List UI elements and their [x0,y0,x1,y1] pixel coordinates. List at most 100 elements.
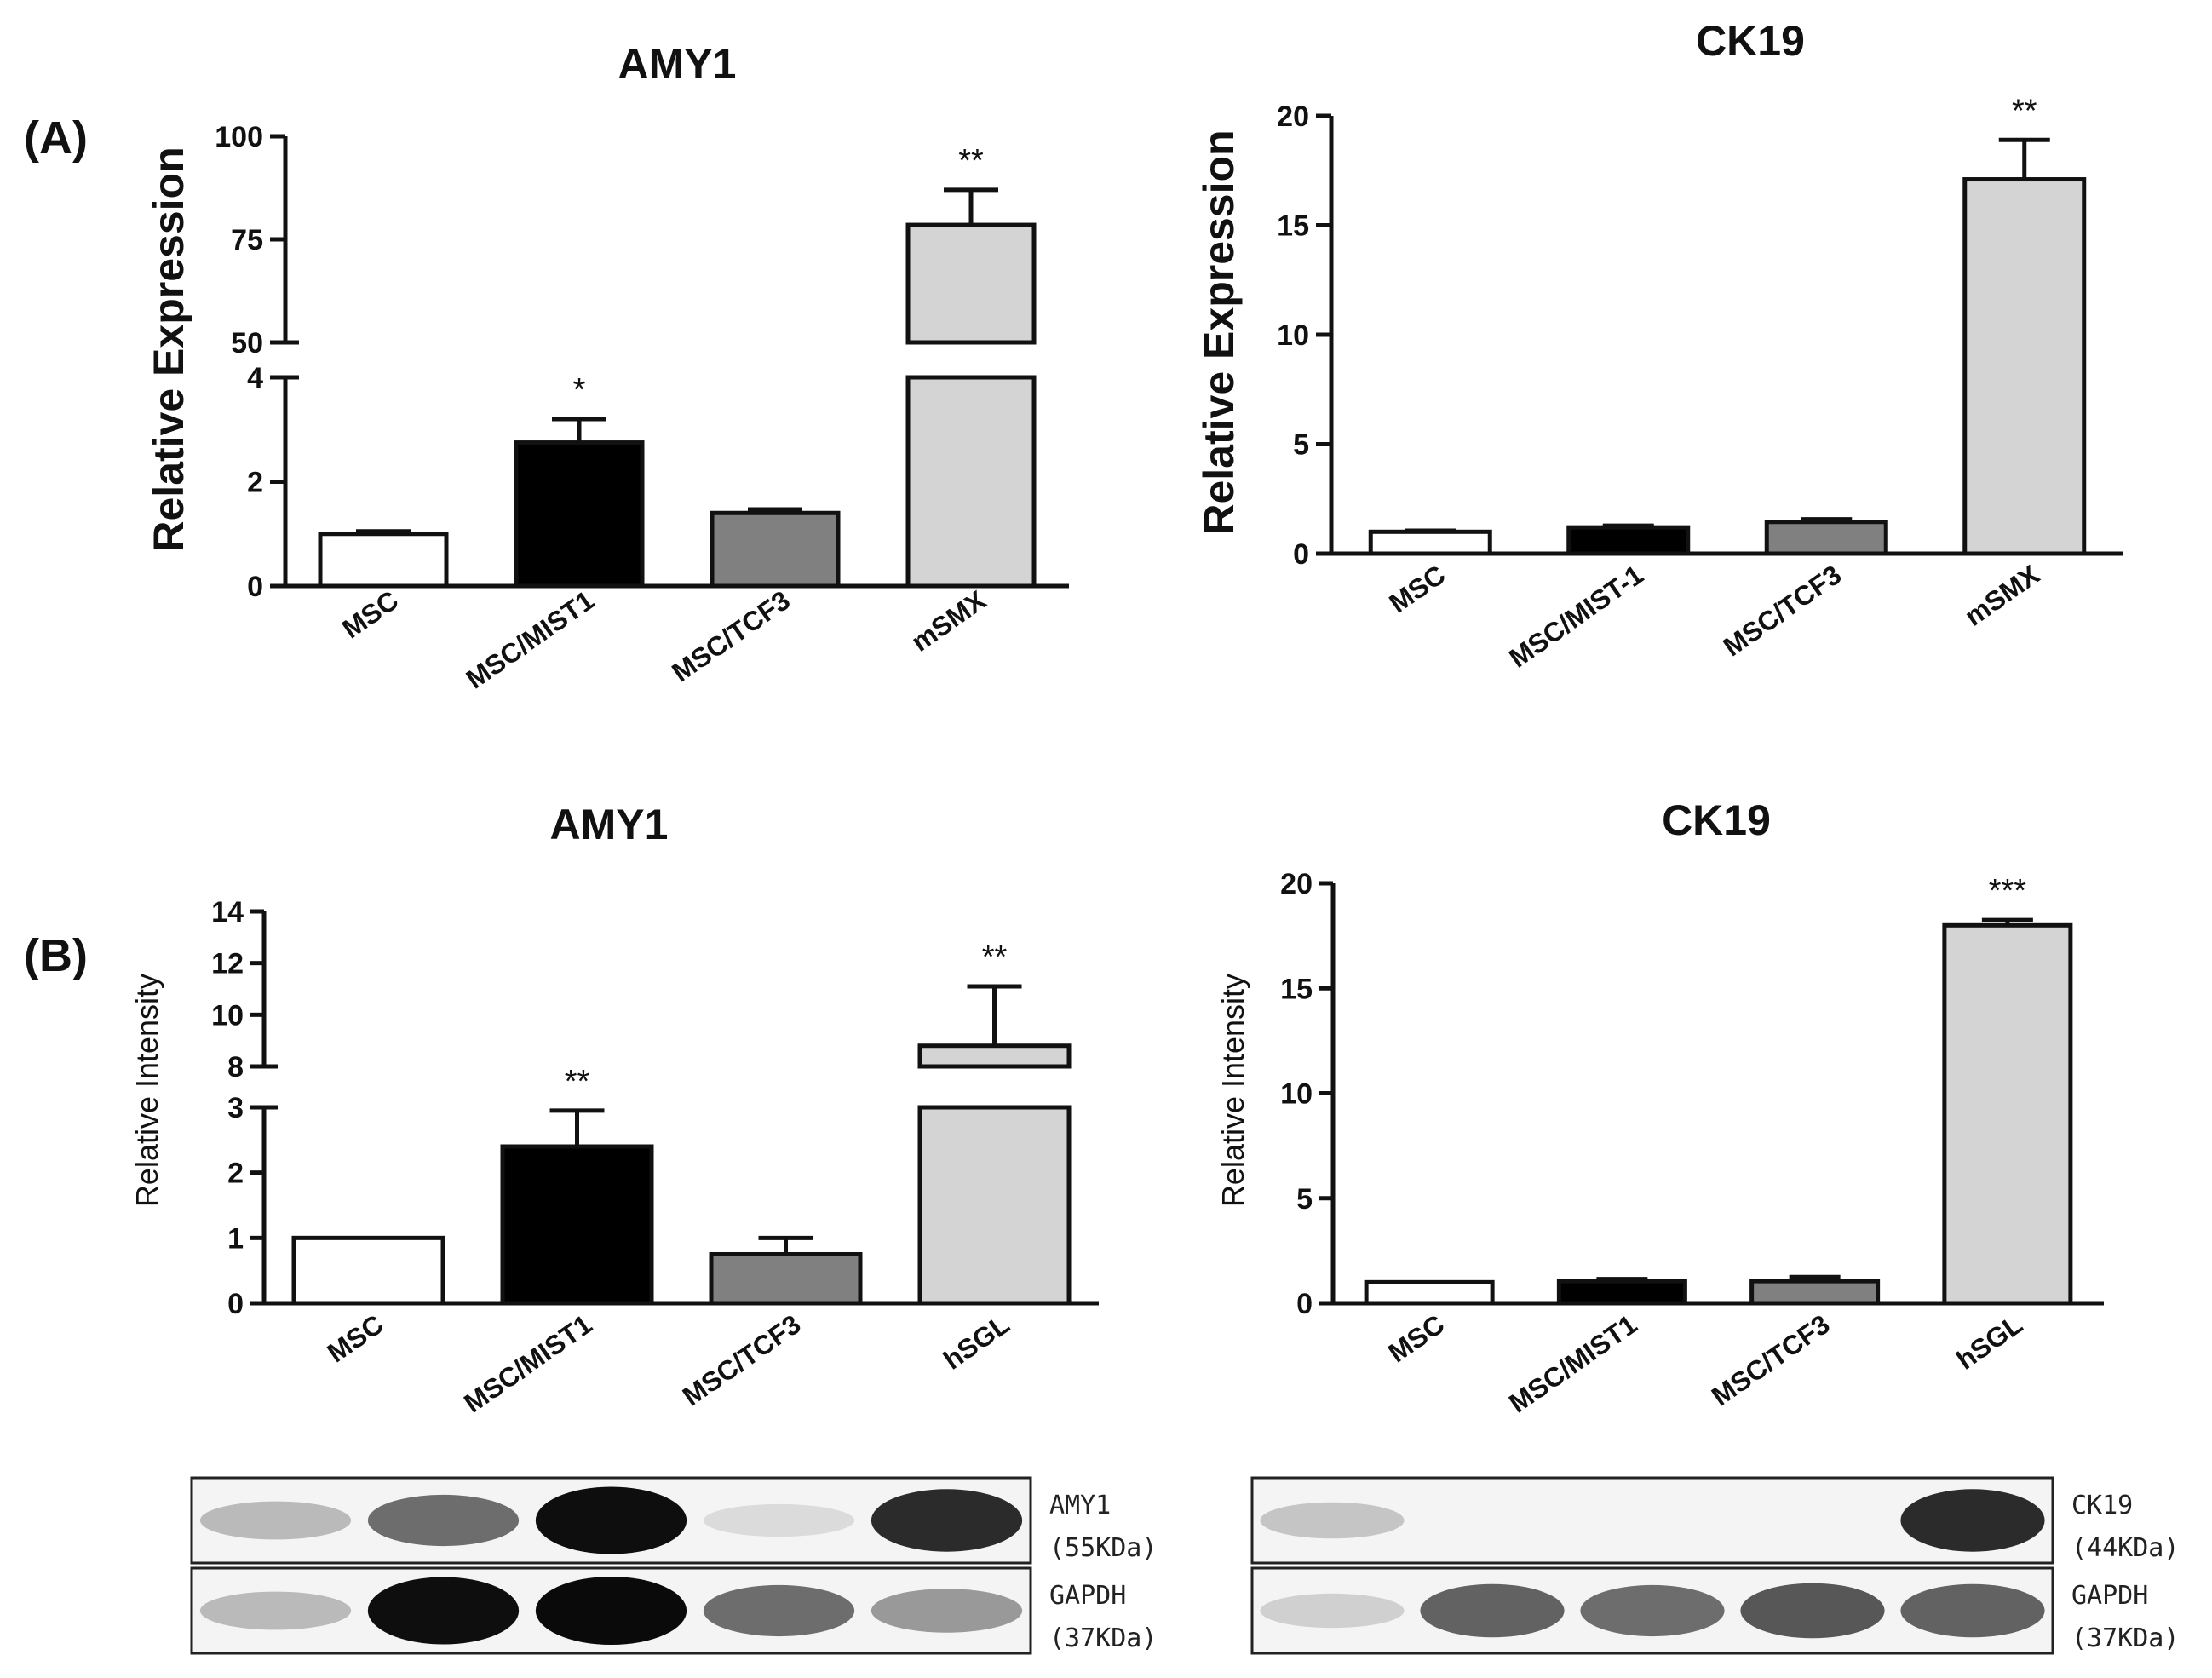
significance-label: *** [1989,873,2027,909]
blot-band [870,1589,1023,1633]
chart-title: AMY1 [618,40,737,88]
y-tick-label: 20 [1280,868,1313,900]
bar [1566,525,1691,556]
category-label: MSC/TCF3 [666,584,796,687]
bar [514,440,645,589]
category-label: MSC/TCF3 [1718,559,1847,662]
y-tick-label: 0 [247,571,263,603]
category-label: MSC [1382,1308,1450,1368]
category-label: MSC/TCF3 [677,1308,807,1411]
bar [709,1252,863,1306]
chart-a-amy1: AMY1 Relative Expression 0 2 450 75 100 MSC * MSC… [145,40,1069,695]
bar [318,532,449,589]
y-tick-label: 14 [211,896,244,928]
y-tick-label: 4 [247,362,263,394]
chart-title: CK19 [1696,17,1805,65]
bar-lower-segment [917,1105,1072,1306]
category-label: MSC/MIST1 [1503,1308,1642,1418]
category-label: mSMX [1959,559,2045,632]
blot-size-label: (55KDa) [1049,1533,1157,1563]
category-label: MSC/MIST-1 [1503,559,1649,674]
blot-band [199,1591,352,1630]
significance-label: ** [2012,93,2037,129]
blot-band [1420,1583,1565,1638]
y-tick-label: 15 [1277,210,1309,243]
bar [917,1043,1072,1069]
category-label: mSMX [905,584,991,658]
y-tick-label: 2 [247,467,263,499]
y-axis-label: Relative Intensity [1215,974,1250,1207]
y-axis-label: Relative Expression [145,147,192,551]
blot-band [1740,1583,1885,1639]
y-tick-label: 5 [1293,429,1309,462]
bar [1749,1279,1881,1306]
y-tick-label: 10 [1280,1078,1313,1111]
y-tick-label: 5 [1296,1183,1313,1215]
blot-protein-label: AMY1 [1049,1491,1111,1520]
blot-band [703,1503,855,1537]
category-label: MSC [322,1308,389,1368]
blot-band [870,1489,1023,1552]
western-blot-amy1: AMY1 (55KDa) GAPDH (37KDa) [190,1476,1157,1655]
y-axis-label: Relative Intensity [129,974,164,1207]
category-label: MSC/MIST1 [461,584,600,694]
y-tick-label: 0 [227,1288,244,1320]
chart-title: CK19 [1662,796,1771,844]
bar [291,1235,445,1306]
blot-protein-label: CK19 [2071,1491,2133,1520]
panel-label-a: (A) [24,112,88,164]
bar [1364,1279,1495,1306]
category-label: MSC [336,584,404,644]
y-tick-label: 12 [211,948,244,980]
y-tick-label: 8 [227,1051,244,1083]
category-label: MSC/TCF3 [1706,1308,1836,1411]
category-label: hSGL [1951,1308,2028,1375]
blot-band [367,1494,520,1547]
category-label: hSGL [938,1308,1015,1375]
blot-protein-label: GAPDH [2071,1581,2148,1611]
chart-title: AMY1 [550,801,669,848]
y-axis-label: Relative Expression [1195,129,1243,534]
significance-label: ** [565,1064,590,1100]
significance-label: ** [958,143,984,179]
chart-a-ck19: CK19 Relative Expression 0 5 10 15 20 MSC MSC/MI… [1195,17,2123,674]
blot-size-label: (37KDa) [2071,1623,2179,1653]
bar [500,1144,654,1306]
y-tick-label: 15 [1280,973,1313,1005]
blot-size-label: (44KDa) [2071,1533,2179,1563]
y-tick-label: 100 [215,121,263,153]
bar [1764,520,1888,556]
y-tick-label: 10 [1277,319,1309,352]
panel-a-label: (A) [24,112,88,164]
bar-lower-segment [905,375,1037,589]
bar [905,222,1037,345]
blot-band [535,1486,687,1554]
y-tick-label: 75 [231,224,263,256]
y-tick-label: 0 [1296,1288,1313,1320]
y-tick-label: 2 [227,1158,244,1190]
blot-band [535,1577,687,1645]
significance-label: ** [982,940,1008,975]
significance-label: * [573,372,586,408]
blot-band [703,1584,855,1637]
y-tick-label: 20 [1277,101,1309,133]
y-tick-label: 1 [227,1222,244,1255]
blot-band [1900,1583,2045,1638]
y-tick-label: 10 [211,999,244,1032]
blot-band [1260,1593,1405,1629]
blot-size-label: (37KDa) [1049,1623,1157,1653]
panel-label-b: (B) [24,930,88,981]
western-blot-ck19: CK19 (44KDa) GAPDH (37KDa) [1250,1476,2179,1655]
y-tick-label: 50 [231,327,263,359]
blot-band [1260,1502,1405,1539]
chart-b-ck19: CK19 Relative Intensity 0 5 10 15 20 MSC MSC/MIS… [1215,796,2104,1419]
y-tick-label: 3 [227,1092,244,1124]
y-tick-label: 0 [1293,538,1309,571]
bar [1942,922,2073,1306]
blot-band [1580,1584,1725,1637]
blot-band [367,1577,520,1645]
panel-b-label: (B) [24,930,88,981]
bar [710,510,841,589]
